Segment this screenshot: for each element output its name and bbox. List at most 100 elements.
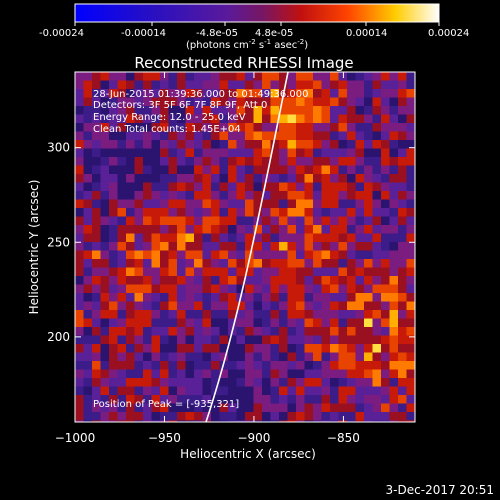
heatmap-pixel — [304, 267, 314, 277]
heatmap-pixel — [406, 335, 415, 345]
heatmap-pixel — [83, 267, 93, 277]
heatmap-pixel — [372, 123, 382, 132]
heatmap-pixel — [202, 148, 212, 158]
heatmap-pixel — [211, 225, 220, 234]
heatmap-pixel — [347, 403, 356, 413]
heatmap-pixel — [219, 216, 229, 226]
heatmap-pixel — [83, 301, 93, 311]
heatmap-pixel — [185, 97, 195, 107]
heatmap-pixel — [134, 259, 144, 268]
heatmap-pixel — [185, 191, 195, 200]
heatmap-pixel — [109, 420, 118, 422]
heatmap-pixel — [330, 97, 339, 107]
heatmap-pixel — [313, 403, 322, 413]
heatmap-pixel — [143, 131, 152, 141]
heatmap-pixel — [279, 174, 288, 183]
heatmap-pixel — [313, 335, 322, 345]
heatmap-pixel — [117, 378, 127, 387]
heatmap-pixel — [219, 335, 229, 345]
heatmap-pixel — [177, 267, 186, 277]
heatmap-pixel — [304, 318, 314, 328]
heatmap-pixel — [245, 106, 254, 115]
heatmap-pixel — [168, 225, 178, 234]
heatmap-pixel — [151, 89, 161, 98]
heatmap-pixel — [381, 242, 390, 251]
heatmap-pixel — [253, 310, 263, 319]
heatmap-pixel — [321, 233, 331, 243]
heatmap-pixel — [219, 293, 229, 302]
heatmap-pixel — [202, 318, 212, 328]
heatmap-pixel — [287, 378, 297, 387]
heatmap-pixel — [381, 301, 390, 311]
heatmap-pixel — [347, 250, 356, 260]
heatmap-pixel — [398, 140, 407, 149]
heatmap-pixel — [109, 140, 118, 149]
heatmap-pixel — [126, 293, 135, 302]
heatmap-pixel — [194, 72, 203, 81]
heatmap-pixel — [279, 191, 288, 200]
heatmap-pixel — [202, 301, 212, 311]
heatmap-pixel — [134, 89, 144, 98]
heatmap-pixel — [330, 165, 339, 175]
heatmap-cells — [75, 72, 415, 422]
heatmap-pixel — [355, 284, 365, 294]
heatmap-pixel — [109, 344, 118, 353]
heatmap-pixel — [219, 310, 229, 319]
heatmap-pixel — [372, 352, 382, 362]
heatmap-pixel — [117, 191, 127, 200]
heatmap-pixel — [83, 182, 93, 192]
heatmap-pixel — [75, 420, 84, 422]
heatmap-pixel — [304, 106, 314, 115]
heatmap-pixel — [406, 395, 415, 404]
heatmap-pixel — [245, 131, 254, 141]
heatmap-pixel — [151, 123, 161, 132]
heatmap-pixel — [126, 225, 135, 234]
heatmap-pixel — [211, 250, 220, 260]
heatmap-pixel — [304, 174, 314, 183]
heatmap-pixel — [92, 148, 101, 158]
heatmap-pixel — [83, 148, 93, 158]
heatmap-pixel — [389, 250, 399, 260]
heatmap-pixel — [143, 395, 152, 404]
heatmap-pixel — [185, 89, 195, 98]
heatmap-pixel — [389, 386, 399, 396]
heatmap-pixel — [253, 412, 263, 421]
heatmap-pixel — [83, 225, 93, 234]
heatmap-pixel — [389, 233, 399, 243]
heatmap-pixel — [313, 140, 322, 149]
heatmap-pixel — [347, 242, 356, 251]
heatmap-pixel — [245, 420, 254, 422]
heatmap-pixel — [304, 208, 314, 217]
heatmap-pixel — [296, 140, 305, 149]
heatmap-pixel — [151, 335, 161, 345]
heatmap-pixel — [219, 80, 229, 90]
heatmap-pixel — [194, 140, 203, 149]
heatmap-pixel — [296, 386, 305, 396]
heatmap-pixel — [279, 242, 288, 251]
heatmap-pixel — [236, 242, 246, 251]
heatmap-pixel — [117, 284, 127, 294]
heatmap-pixel — [389, 216, 399, 226]
heatmap-pixel — [75, 114, 84, 124]
heatmap-pixel — [381, 259, 390, 268]
heatmap-pixel — [194, 276, 203, 285]
heatmap-pixel — [211, 412, 220, 421]
heatmap-pixel — [143, 114, 152, 124]
heatmap-pixel — [211, 199, 220, 209]
heatmap-pixel — [83, 216, 93, 226]
heatmap-pixel — [347, 352, 356, 362]
heatmap-pixel — [194, 225, 203, 234]
heatmap-pixel — [151, 344, 161, 353]
heatmap-pixel — [185, 165, 195, 175]
heatmap-pixel — [296, 72, 305, 81]
heatmap-pixel — [219, 165, 229, 175]
heatmap-pixel — [134, 191, 144, 200]
heatmap-pixel — [304, 157, 314, 166]
heatmap-pixel — [330, 250, 339, 260]
heatmap-pixel — [364, 148, 373, 158]
heatmap-pixel — [372, 293, 382, 302]
heatmap-pixel — [168, 395, 178, 404]
heatmap-pixel — [270, 216, 280, 226]
heatmap-pixel — [270, 80, 280, 90]
heatmap-pixel — [117, 182, 127, 192]
